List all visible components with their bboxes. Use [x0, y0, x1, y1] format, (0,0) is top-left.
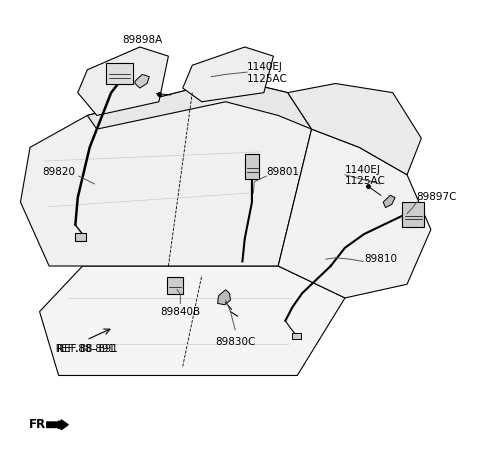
Text: REF.88-891: REF.88-891	[55, 344, 118, 354]
Text: 89898A: 89898A	[122, 35, 162, 45]
FancyBboxPatch shape	[245, 154, 259, 179]
Text: 1125AC: 1125AC	[247, 73, 288, 84]
FancyBboxPatch shape	[402, 202, 424, 227]
Text: 1140EJ: 1140EJ	[345, 165, 381, 175]
Text: 89810: 89810	[364, 254, 397, 264]
Text: 89897C: 89897C	[417, 192, 457, 202]
Text: REF.88-891: REF.88-891	[57, 344, 115, 354]
FancyBboxPatch shape	[292, 333, 301, 339]
Text: 1140EJ: 1140EJ	[247, 62, 283, 72]
Polygon shape	[217, 290, 230, 305]
Polygon shape	[87, 79, 312, 129]
Text: 89830C: 89830C	[215, 337, 255, 347]
Polygon shape	[183, 47, 274, 102]
Polygon shape	[78, 47, 168, 116]
FancyBboxPatch shape	[75, 233, 86, 241]
Polygon shape	[135, 74, 149, 88]
Polygon shape	[21, 79, 312, 266]
Text: 1125AC: 1125AC	[345, 176, 386, 186]
Polygon shape	[39, 266, 345, 375]
Polygon shape	[288, 84, 421, 175]
Text: 89840B: 89840B	[160, 307, 201, 317]
FancyBboxPatch shape	[107, 63, 132, 84]
FancyArrow shape	[47, 420, 68, 430]
FancyBboxPatch shape	[168, 277, 183, 294]
Text: 89820: 89820	[42, 167, 75, 177]
Text: FR.: FR.	[29, 418, 51, 431]
Text: 89801: 89801	[266, 167, 299, 177]
Polygon shape	[383, 195, 395, 207]
Polygon shape	[278, 129, 431, 298]
